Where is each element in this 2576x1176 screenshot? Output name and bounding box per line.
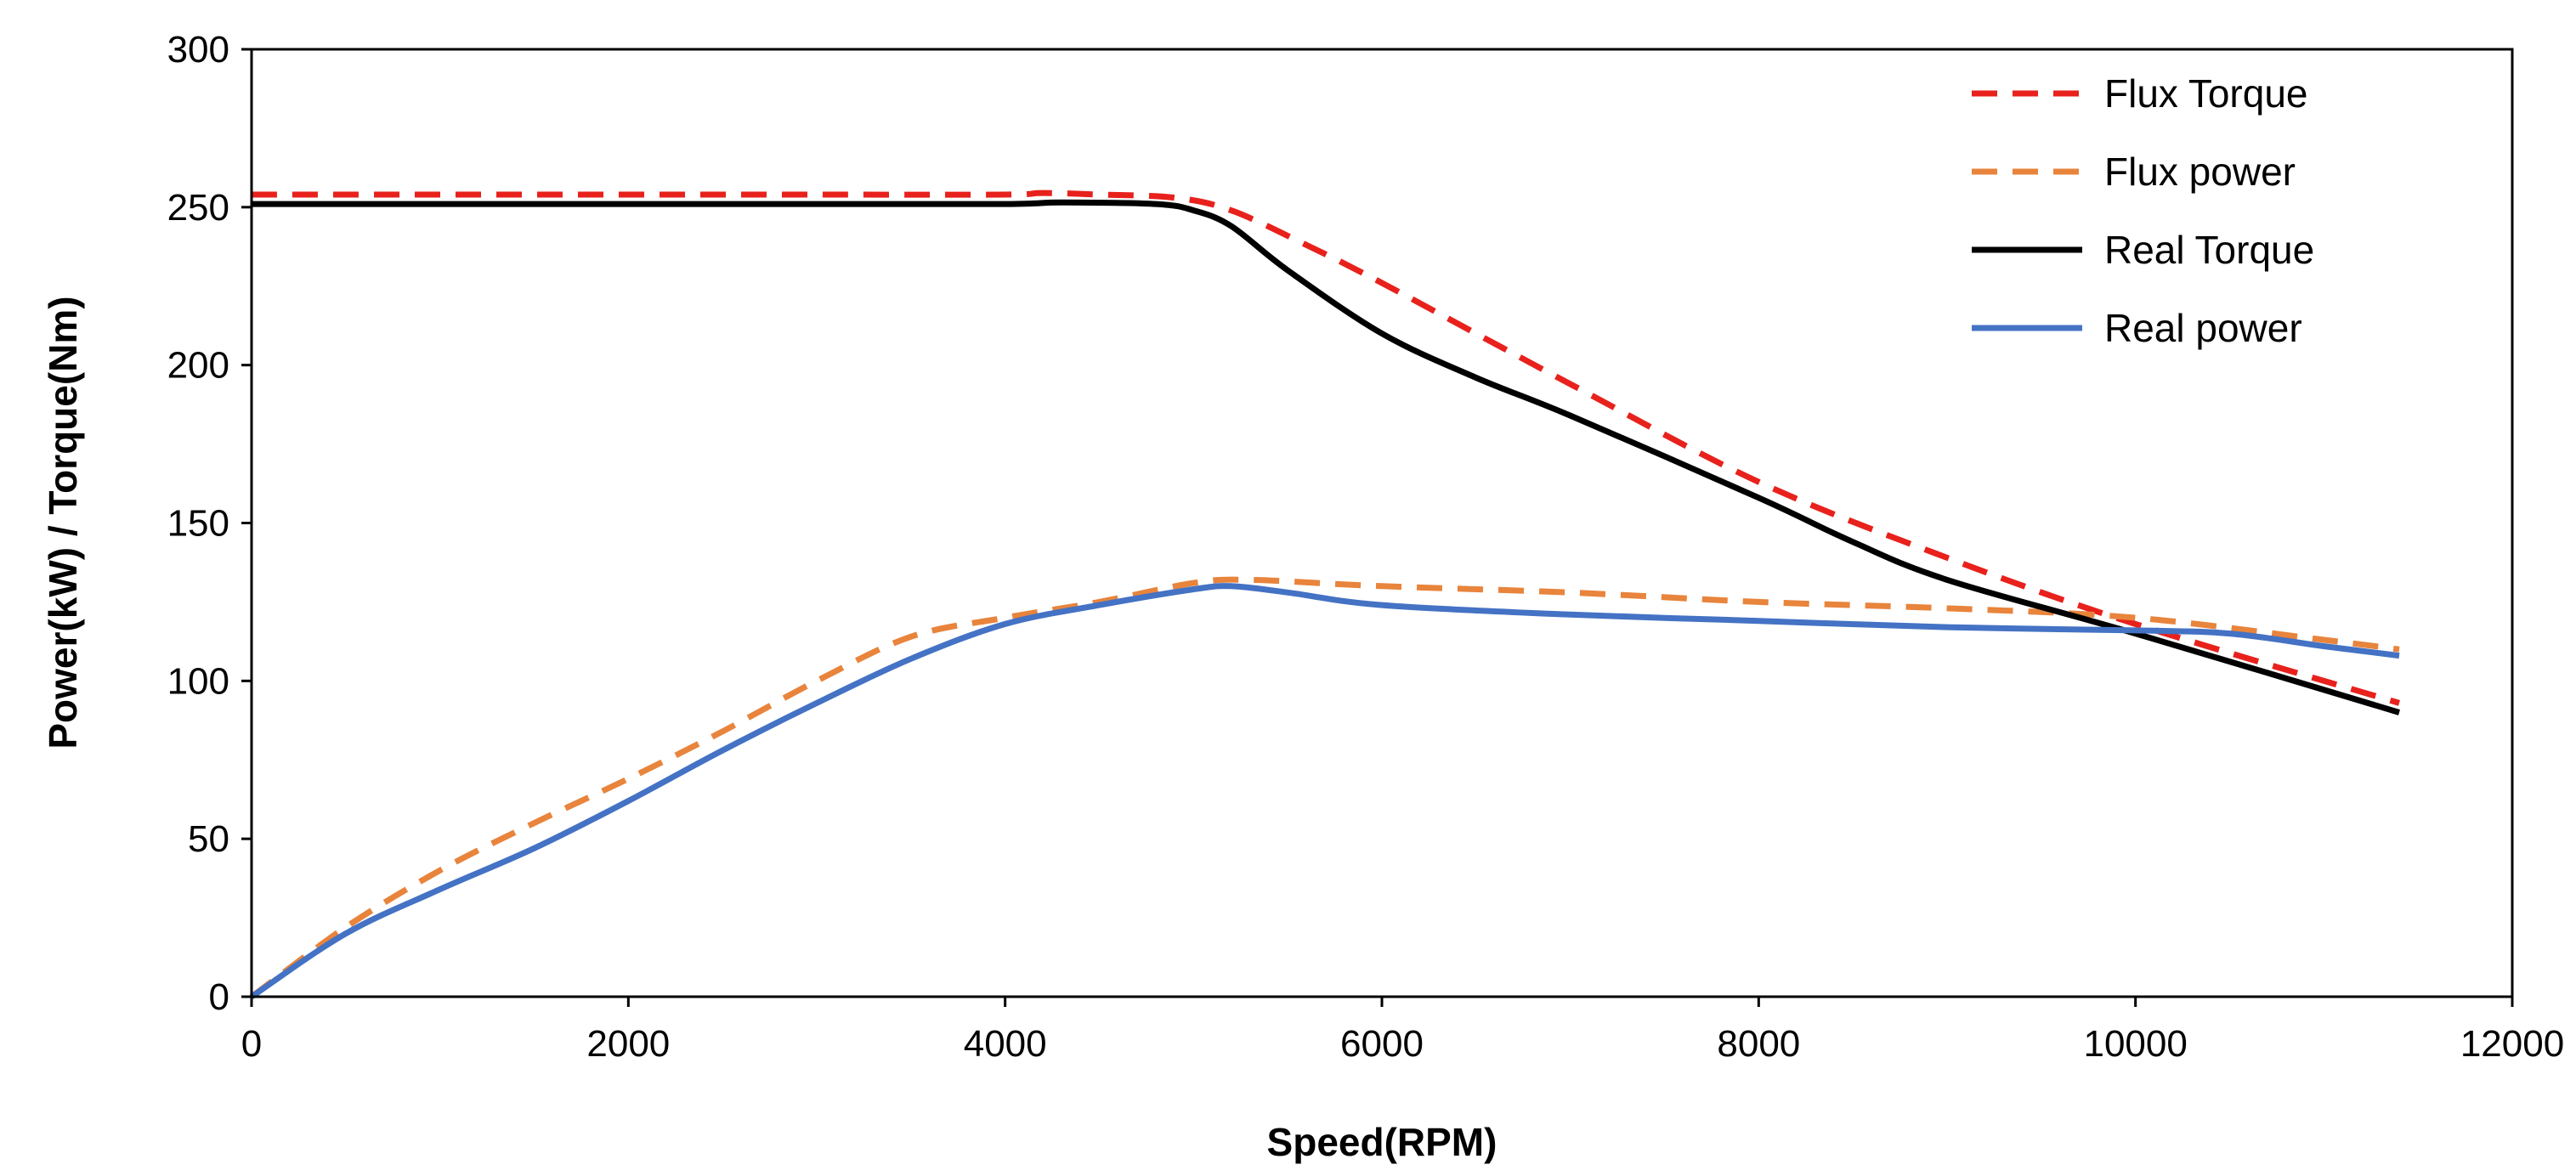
x-tick-label: 6000	[1340, 1023, 1424, 1065]
plot-area-frame	[250, 48, 2514, 998]
series-line-real-power	[250, 583, 2400, 999]
series-line-real-torque	[252, 199, 2401, 715]
series-layer	[249, 189, 2401, 999]
y-tick-label: 150	[167, 503, 229, 545]
x-axis-ticks: 0 2000 4000 6000 8000 10000 12000	[241, 997, 2564, 1065]
x-axis-title: Speed(RPM)	[1267, 1120, 1497, 1164]
x-tick-label: 0	[241, 1023, 262, 1065]
y-tick-label: 100	[167, 660, 229, 702]
y-tick-label: 200	[167, 345, 229, 387]
y-axis-title: Power(kW) / Torque(Nm)	[41, 296, 85, 749]
legend-label-real-power: Real power	[2104, 306, 2302, 350]
x-tick-label: 8000	[1717, 1023, 1800, 1065]
y-tick-label: 300	[167, 29, 229, 71]
x-tick-label: 2000	[586, 1023, 670, 1065]
y-axis-ticks: 0 50 100 150 200 250 300	[167, 29, 252, 1018]
series-line-flux-power	[249, 576, 2400, 999]
legend: Flux Torque Flux power Real Torque Real pow…	[1972, 71, 2314, 350]
y-tick-label: 50	[188, 818, 229, 860]
x-tick-label: 10000	[2083, 1023, 2187, 1065]
x-tick-label: 4000	[964, 1023, 1047, 1065]
legend-label-real-torque: Real Torque	[2104, 228, 2314, 272]
y-tick-label: 0	[209, 976, 229, 1018]
legend-label-flux-power: Flux power	[2104, 150, 2296, 194]
y-tick-label: 250	[167, 187, 229, 229]
legend-label-flux-torque: Flux Torque	[2104, 71, 2308, 116]
series-line-flux-torque	[251, 189, 2401, 706]
x-tick-label: 12000	[2460, 1023, 2564, 1065]
